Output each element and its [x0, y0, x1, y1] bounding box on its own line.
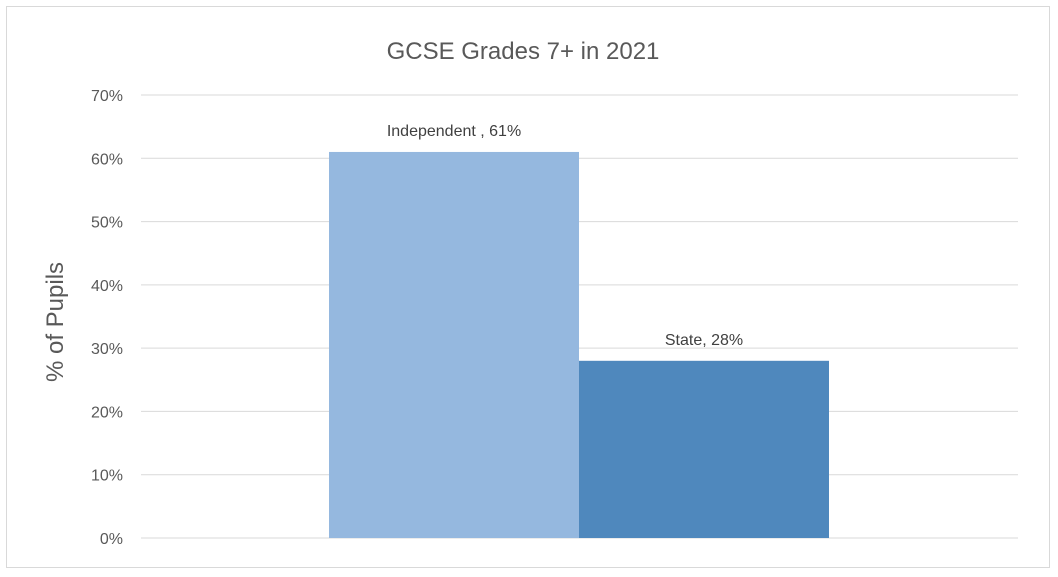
- y-tick-label: 40%: [91, 278, 123, 295]
- y-axis-title: % of Pupils: [42, 262, 69, 382]
- bar-chart: GCSE Grades 7+ in 2021 % of Pupils 0% 10%…: [42, 38, 1018, 548]
- data-label-independent: Independent , 61%: [387, 123, 521, 140]
- bar-state: [579, 360, 829, 538]
- y-tick-label: 50%: [91, 215, 123, 232]
- data-labels: Independent , 61% State, 28%: [387, 123, 743, 349]
- bar-independent: [329, 151, 579, 538]
- y-tick-label: 10%: [91, 468, 123, 485]
- y-tick-label: 30%: [91, 341, 123, 358]
- y-tick-label: 0%: [100, 531, 123, 548]
- bars: [329, 151, 829, 538]
- y-tick-label: 60%: [91, 151, 123, 168]
- data-label-state: State, 28%: [665, 332, 743, 349]
- chart-title: GCSE Grades 7+ in 2021: [387, 38, 660, 65]
- y-tick-label: 70%: [91, 88, 123, 105]
- chart-frame: GCSE Grades 7+ in 2021 % of Pupils 0% 10%…: [6, 6, 1050, 568]
- y-tick-label: 20%: [91, 404, 123, 421]
- y-axis-tick-labels: 0% 10% 20% 30% 40% 50% 60% 70%: [91, 88, 123, 548]
